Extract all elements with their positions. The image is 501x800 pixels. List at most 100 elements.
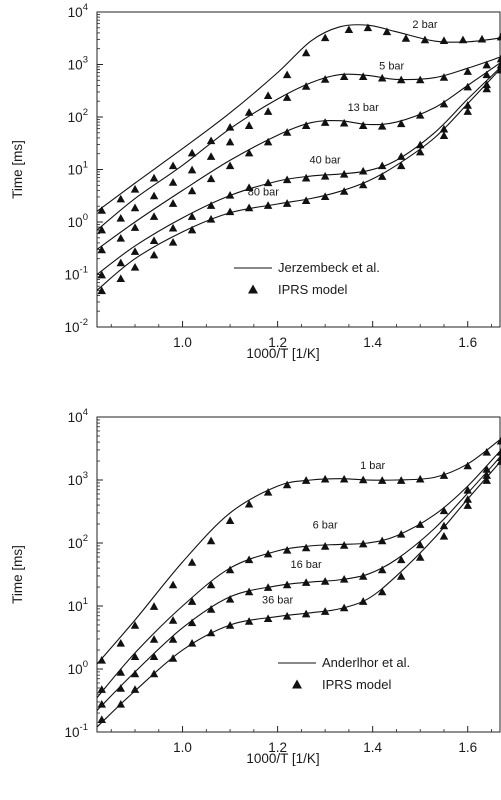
chart-top-data-point-2-bar	[206, 136, 216, 145]
chart-bottom-data-point-1-bar	[97, 655, 107, 664]
chart-bottom-data-point-16-bar	[97, 700, 107, 708]
chart-top-data-point-80-bar	[97, 286, 107, 295]
chart-top-y-tick-label: 10-2	[65, 317, 88, 335]
chart-top-series-label-80-bar: 80 bar	[248, 186, 280, 198]
chart-bottom-data-point-6-bar	[482, 465, 491, 473]
chart-top-data-point-5-bar	[482, 60, 491, 69]
chart-top-data-point-80-bar	[415, 147, 425, 156]
chart-top-data-point-13-bar	[396, 119, 406, 128]
chart-top-data-point-13-bar	[358, 121, 368, 129]
chart-top-data-point-80-bar	[396, 161, 406, 170]
chart-bottom-data-point-1-bar	[225, 516, 235, 525]
chart-bottom-plot-frame	[96, 416, 501, 733]
chart-top-data-point-2-bar	[496, 32, 501, 41]
chart-top-plot-frame	[96, 11, 501, 328]
chart-top-data-point-5-bar	[301, 82, 311, 90]
chart-bottom-data-point-36-bar	[415, 553, 425, 561]
chart-bottom-x-tick-label: 1.2	[268, 740, 287, 755]
chart-top-data-point-13-bar	[187, 186, 197, 195]
chart-top-data-point-2-bar	[439, 36, 449, 45]
chart-bottom-data-point-16-bar	[149, 652, 159, 660]
chart-top-data-point-13-bar	[320, 118, 330, 126]
chart-top-x-tick-label: 1.2	[268, 335, 287, 350]
chart-bottom-data-point-1-bar	[320, 474, 330, 483]
chart-bottom-data-point-1-bar	[358, 475, 368, 484]
chart-top-x-tick-label: 1.0	[173, 335, 192, 350]
chart-top-data-point-40-bar	[206, 201, 216, 209]
chart-bottom-data-point-16-bar	[358, 572, 368, 580]
chart-bottom-data-point-36-bar	[225, 621, 235, 629]
chart-bottom-data-point-36-bar	[496, 457, 501, 465]
chart-top-data-point-80-bar	[116, 274, 126, 283]
chart-bottom-data-point-6-bar	[97, 685, 107, 693]
chart-top-data-point-80-bar	[463, 107, 472, 115]
chart-bottom-data-point-1-bar	[244, 499, 254, 508]
chart-bottom-data-point-6-bar	[463, 485, 472, 494]
chart-top-data-point-13-bar	[244, 148, 254, 157]
chart-bottom-legend-triangle-swatch	[292, 679, 302, 689]
chart-top-data-point-2-bar	[320, 33, 330, 42]
chart-top-y-tick-label: 101	[68, 160, 88, 178]
chart-top-data-point-5-bar	[263, 107, 273, 115]
chart-top-data-point-80-bar	[130, 263, 140, 271]
chart-top-data-point-5-bar	[358, 72, 368, 80]
chart-top-legend: Jerzembeck et al. IPRS model	[234, 260, 380, 297]
chart-bottom-data-point-36-bar	[206, 628, 216, 637]
chart-bottom-data-point-1-bar	[116, 639, 126, 647]
chart-bottom-data-point-1-bar	[263, 487, 273, 496]
chart-bottom-y-tick-label: 102	[68, 533, 88, 551]
chart-bottom-data-point-36-bar	[130, 685, 140, 693]
chart-bottom-data-point-16-bar	[225, 594, 235, 603]
chart-bottom-data-point-6-bar	[358, 539, 368, 548]
chart-top-data-point-5-bar	[206, 152, 216, 160]
chart-top-y-tick-label: 102	[68, 107, 88, 125]
chart-bottom-data-point-1-bar	[206, 536, 216, 545]
chart-top-data-point-40-bar	[244, 183, 254, 192]
chart-bottom-series-line-1-bar	[97, 438, 501, 665]
chart-top-series-label-2-bar: 2 bar	[412, 19, 437, 31]
chart-bottom-data-point-6-bar	[377, 536, 387, 545]
chart-bottom-legend-label: Anderlhor et al.	[322, 655, 410, 670]
chart-top-data-point-40-bar	[463, 101, 472, 109]
chart-bottom-data-point-6-bar	[225, 565, 235, 574]
chart-top-x-tick-label: 1.4	[363, 335, 382, 350]
chart-bottom-x-tick-label: 1.6	[458, 740, 477, 755]
chart-top-data-point-2-bar	[244, 108, 254, 116]
chart-top-data-point-5-bar	[168, 178, 178, 186]
chart-top-legend-label: Jerzembeck et al.	[278, 260, 380, 275]
chart-top-data-point-80-bar	[320, 192, 330, 201]
chart-bottom-y-tick-label: 103	[68, 470, 88, 488]
chart-top-legend-triangle-swatch	[248, 284, 258, 294]
chart-bottom-data-point-6-bar	[415, 520, 425, 528]
chart-bottom-data-point-36-bar	[377, 587, 387, 596]
chart-top-data-point-40-bar	[320, 171, 330, 180]
chart-top-y-tick-label: 104	[68, 2, 88, 20]
chart-top-data-point-80-bar	[339, 187, 349, 195]
chart-bottom-data-point-1-bar	[149, 602, 159, 610]
chart-bottom-data-point-1-bar	[463, 461, 472, 470]
chart-top-data-point-80-bar	[496, 65, 501, 74]
chart-top-data-point-80-bar	[377, 172, 387, 180]
chart-top-series-label-13-bar: 13 bar	[348, 102, 380, 114]
chart-bottom-data-point-16-bar	[282, 580, 292, 589]
chart-top-data-point-80-bar	[482, 84, 491, 93]
chart-top-data-point-80-bar	[168, 237, 178, 246]
chart-top-data-point-13-bar	[130, 223, 140, 231]
chart-bottom-data-point-1-bar	[301, 476, 311, 484]
chart-top-data-point-2-bar	[116, 194, 126, 203]
chart-top-data-point-2-bar	[130, 184, 140, 193]
chart-bottom-data-point-6-bar	[282, 545, 292, 554]
chart-top-x-axis-title: 1000/T [1/K]	[246, 346, 319, 361]
chart-bottom-data-point-16-bar	[116, 684, 126, 692]
chart-bottom-data-point-1-bar	[496, 436, 501, 445]
chart-bottom-data-point-16-bar	[320, 577, 330, 585]
chart-top-data-point-13-bar	[116, 233, 126, 242]
chart-bottom-data-point-6-bar	[263, 549, 273, 558]
chart-bottom-data-point-16-bar	[396, 555, 406, 564]
chart-bottom-data-point-6-bar	[496, 448, 501, 456]
chart-top-y-axis-title: Time [ms]	[10, 140, 25, 199]
chart-bottom-data-point-16-bar	[187, 618, 197, 627]
chart-bottom-series-label-16-bar: 16 bar	[291, 559, 323, 571]
chart-top-data-point-80-bar	[439, 131, 449, 140]
chart-bottom-data-point-16-bar	[130, 669, 140, 678]
